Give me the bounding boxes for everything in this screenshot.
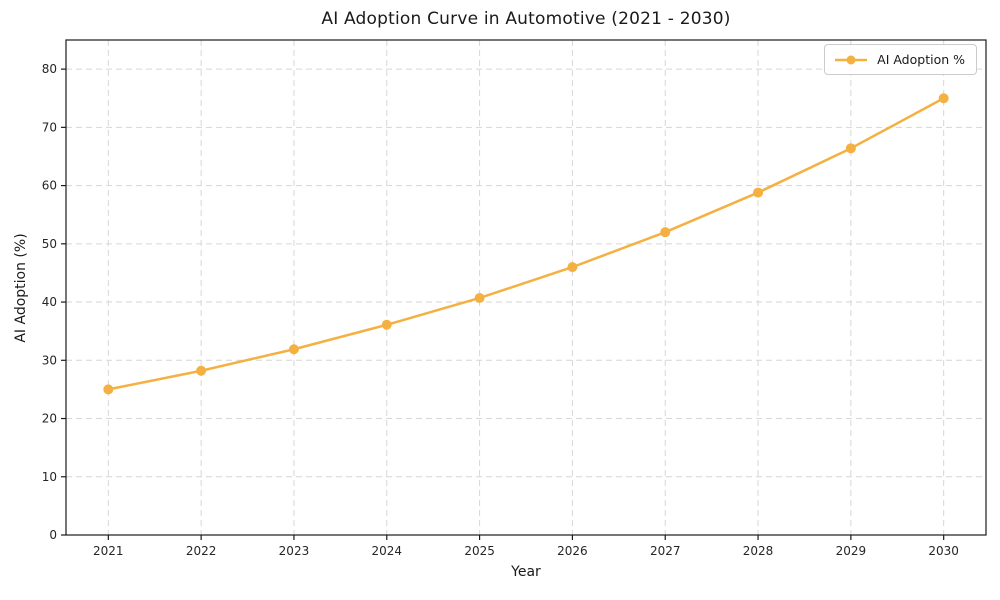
chart-title: AI Adoption Curve in Automotive (2021 - … bbox=[321, 9, 731, 29]
y-tick-label: 80 bbox=[42, 62, 57, 76]
data-point-marker bbox=[845, 143, 856, 154]
x-tick-label: 2022 bbox=[186, 544, 217, 558]
x-tick-label: 2021 bbox=[93, 544, 124, 558]
data-point-marker bbox=[474, 292, 485, 303]
y-tick-label: 10 bbox=[42, 470, 57, 484]
y-tick-label: 70 bbox=[42, 120, 57, 134]
y-tick-label: 60 bbox=[42, 179, 57, 193]
x-tick-label: 2023 bbox=[279, 544, 310, 558]
x-tick-label: 2026 bbox=[557, 544, 588, 558]
x-tick-label: 2029 bbox=[836, 544, 867, 558]
data-point-marker bbox=[288, 344, 299, 355]
x-tick-label: 2028 bbox=[743, 544, 774, 558]
legend-line-marker-icon bbox=[835, 55, 868, 64]
series-line bbox=[107, 96, 945, 391]
y-tick-label: 0 bbox=[49, 528, 57, 542]
y-tick-label: 50 bbox=[42, 237, 57, 251]
plot-spines bbox=[65, 39, 987, 536]
x-tick-label: 2027 bbox=[650, 544, 681, 558]
x-tick-label: 2024 bbox=[371, 544, 402, 558]
y-tick-label: 20 bbox=[42, 412, 57, 426]
y-tick-label: 40 bbox=[42, 295, 57, 309]
x-tick-label: 2025 bbox=[464, 544, 495, 558]
x-tick-label: 2030 bbox=[928, 544, 959, 558]
data-point-marker bbox=[567, 262, 578, 273]
legend-label: AI Adoption % bbox=[877, 52, 965, 67]
legend: AI Adoption % bbox=[824, 44, 977, 75]
y-tick-label: 30 bbox=[42, 353, 57, 367]
data-point-marker bbox=[753, 187, 764, 198]
data-point-marker bbox=[381, 319, 392, 330]
data-point-marker bbox=[196, 365, 207, 376]
data-point-marker bbox=[660, 227, 671, 238]
data-point-marker bbox=[103, 384, 114, 395]
x-axis-label: Year bbox=[511, 564, 541, 580]
y-axis-label: AI Adoption (%) bbox=[13, 233, 29, 343]
data-point-marker bbox=[938, 93, 949, 104]
